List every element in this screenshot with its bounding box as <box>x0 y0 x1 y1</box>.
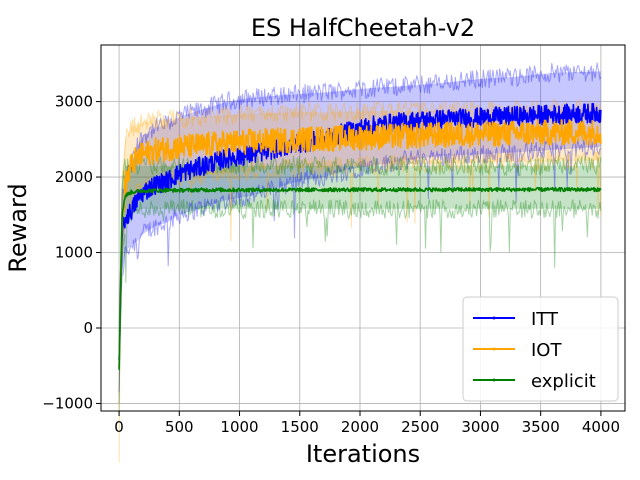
mean-line-iot <box>118 119 602 369</box>
plot-frame <box>100 44 626 412</box>
mean-line-explicit <box>118 186 602 370</box>
legend: ITT IOT explicit <box>462 296 619 402</box>
y-tick-label: 2000 <box>55 168 93 186</box>
upper-trace-itt <box>118 62 602 333</box>
x-tick-label: 3500 <box>522 418 560 436</box>
legend-marker-explicit <box>492 378 496 382</box>
x-tick-label: 1000 <box>220 418 258 436</box>
series-lines <box>118 102 602 370</box>
legend-box <box>462 296 619 402</box>
y-axis-label: Reward <box>4 183 32 272</box>
legend-marker-iot <box>492 347 496 351</box>
y-tick-label: 3000 <box>55 93 93 111</box>
band-iot <box>119 109 601 393</box>
lower-trace-explicit <box>118 198 602 404</box>
grid <box>101 45 625 411</box>
x-axis-label: Iterations <box>306 440 420 468</box>
x-tick-label: 2000 <box>341 418 379 436</box>
x-tick-label: 4000 <box>582 418 620 436</box>
legend-marker-itt <box>492 316 496 320</box>
lower-trace-iot <box>118 151 602 463</box>
x-tick-label: 1500 <box>281 418 319 436</box>
x-tick-label: 3000 <box>461 418 499 436</box>
legend-label-explicit: explicit <box>531 371 596 392</box>
chart-title: ES HalfCheetah-v2 <box>251 14 475 42</box>
y-axis-ticks: −1000 0 1000 2000 3000 <box>42 93 101 412</box>
y-tick-label: 1000 <box>55 244 93 262</box>
y-tick-label: 0 <box>83 319 93 337</box>
legend-label-itt: ITT <box>531 309 559 330</box>
legend-label-iot: IOT <box>531 340 562 361</box>
x-tick-label: 0 <box>114 418 124 436</box>
lower-trace-itt <box>118 138 602 393</box>
y-tick-label: −1000 <box>42 394 93 412</box>
x-tick-label: 500 <box>165 418 194 436</box>
x-tick-label: 2500 <box>401 418 439 436</box>
x-axis-ticks: 0 500 1000 1500 2000 2500 3000 3500 4000 <box>114 411 620 436</box>
